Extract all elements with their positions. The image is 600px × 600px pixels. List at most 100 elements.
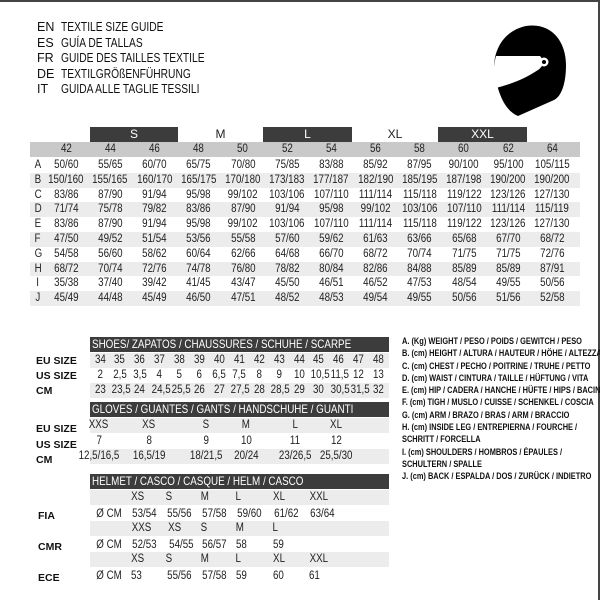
- table-cell-text: 53/56: [186, 233, 211, 245]
- table-cell-text: 58/62: [142, 247, 167, 260]
- table-cell: 78/82: [265, 262, 309, 277]
- row-label-text: US SIZE: [36, 438, 77, 451]
- helmet-size-cell: XXS: [130, 521, 153, 536]
- table-cell: 2,5: [110, 368, 130, 383]
- table-cell-text: 38: [174, 354, 186, 366]
- table-cell-text: 29: [293, 384, 305, 396]
- table-cell: 56/60: [88, 247, 132, 262]
- table-cell-text: 39: [194, 354, 205, 366]
- table-cell-text: 60/70: [142, 159, 167, 171]
- table-cell-text: 12: [330, 434, 342, 447]
- table-cell: 80/84: [309, 262, 353, 277]
- table-cell-text: 82/86: [363, 262, 388, 275]
- size-header-cell-text: 44: [104, 143, 116, 155]
- table-cell: 25,5/30: [311, 449, 361, 464]
- table-cell-text: 46: [333, 354, 345, 366]
- table-cell-text: XS: [142, 419, 156, 431]
- helmet-size-cell-text: M: [235, 522, 244, 534]
- table-cell: 68/72: [530, 232, 574, 247]
- table-cell: 30,5: [329, 383, 349, 398]
- table-cell-text: 115/119: [535, 203, 570, 216]
- table-cell: 127/130: [530, 188, 574, 203]
- helmet-size-cell: XL: [272, 552, 286, 567]
- table-cell: 47/53: [398, 276, 442, 291]
- table-cell: 5: [170, 368, 190, 383]
- size-header-cell-text: 52: [281, 143, 293, 155]
- table-cell: 68/72: [44, 262, 88, 277]
- table-cell: 10: [289, 368, 309, 383]
- table-cell-text: 47/50: [53, 233, 79, 245]
- row-key-text: A: [34, 159, 42, 171]
- table-cell: 71/75: [442, 247, 486, 262]
- title-label: GUIDE DES TAILLES TEXTILE: [61, 51, 205, 65]
- table-cell: 25,5: [170, 383, 190, 398]
- table-cell-text: 37/40: [98, 277, 123, 290]
- size-header-cell: 48: [177, 142, 221, 157]
- table-cell: 70/74: [398, 247, 442, 262]
- row-stripe: [90, 418, 389, 433]
- table-cell: 115/118: [398, 188, 442, 203]
- table-cell-text: 103/106: [269, 218, 305, 231]
- size-header-cell: 56: [353, 142, 397, 157]
- table-cell-text: 68/72: [540, 233, 565, 245]
- table-cell: 76/80: [221, 262, 265, 277]
- table-cell-text: 10: [293, 369, 305, 381]
- size-header-cell: 44: [88, 142, 132, 157]
- table-cell-text: 111/114: [358, 188, 393, 201]
- legend-line: G. (cm) ARM / BRAZO / BRAS / ARM / BRACC…: [402, 409, 570, 421]
- table-cell: 44: [289, 353, 309, 368]
- table-cell-text: 49/54: [363, 292, 388, 305]
- helmet-size-cell: XS: [130, 552, 145, 567]
- table-cell-text: 85/89: [451, 262, 477, 275]
- table-cell-text: 49/55: [407, 292, 432, 305]
- table-cell: 83/86: [44, 217, 88, 232]
- table-cell: 45: [309, 353, 329, 368]
- helmet-size-cell: S: [165, 552, 173, 567]
- table-cell-text: 47/51: [230, 292, 256, 305]
- table-cell-text: 50/60: [53, 159, 79, 171]
- row-label: US SIZE: [36, 438, 77, 453]
- size-header-row: [30, 142, 580, 157]
- table-cell: 99/102: [221, 188, 265, 203]
- helmet-value-cell-text: 63/64: [310, 508, 335, 520]
- table-cell: 119/122: [442, 188, 486, 203]
- size-header-cell: 42: [44, 142, 88, 157]
- table-cell: 12: [311, 434, 361, 449]
- helmet-size-cell: XS: [167, 521, 182, 536]
- table-cell: 70/74: [88, 262, 132, 277]
- table-cell: 54/58: [44, 247, 88, 262]
- table-cell: 99/102: [221, 217, 265, 232]
- helmet-size-cell-text: XS: [131, 553, 145, 565]
- table-cell: 170/180: [221, 173, 265, 188]
- title-text: TEXTILE SIZE GUIDE: [61, 20, 186, 36]
- table-cell-text: 65/68: [451, 233, 477, 245]
- table-cell: 82/86: [353, 262, 397, 277]
- table-cell: 72/76: [132, 262, 176, 277]
- table-cell-text: 30,5: [330, 384, 350, 396]
- table-cell: XL: [311, 418, 361, 433]
- table-cell: 75/85: [265, 158, 309, 173]
- table-cell-text: 51/56: [495, 292, 521, 305]
- table-cell-text: 107/110: [446, 203, 482, 216]
- table-cell-text: 54/58: [53, 247, 79, 260]
- table-cell: 95/98: [177, 188, 221, 203]
- table-cell-text: 25,5: [171, 384, 191, 396]
- table-cell-text: 95/98: [186, 218, 211, 231]
- row-stripe: [30, 261, 580, 277]
- table-cell: 28,5: [269, 383, 290, 398]
- table-cell: 72/76: [530, 247, 574, 262]
- helmet-value-cell-text: 57/58: [202, 570, 227, 582]
- table-cell: 50/56: [530, 276, 574, 291]
- table-cell-text: 123/126: [490, 218, 526, 231]
- table-cell-text: 87/95: [407, 159, 432, 171]
- table-cell: 123/126: [486, 217, 530, 232]
- table-cell: 47: [349, 353, 369, 368]
- table-cell-text: 160/170: [136, 173, 173, 186]
- table-cell: 24: [130, 383, 150, 398]
- table-cell-text: S: [202, 419, 210, 431]
- table-cell: 23/26,5: [270, 449, 320, 464]
- table-cell: 60/70: [132, 158, 176, 173]
- table-cell: 12: [349, 368, 369, 383]
- table-cell-text: 95/98: [319, 203, 344, 216]
- table-cell-text: 65/75: [186, 159, 211, 171]
